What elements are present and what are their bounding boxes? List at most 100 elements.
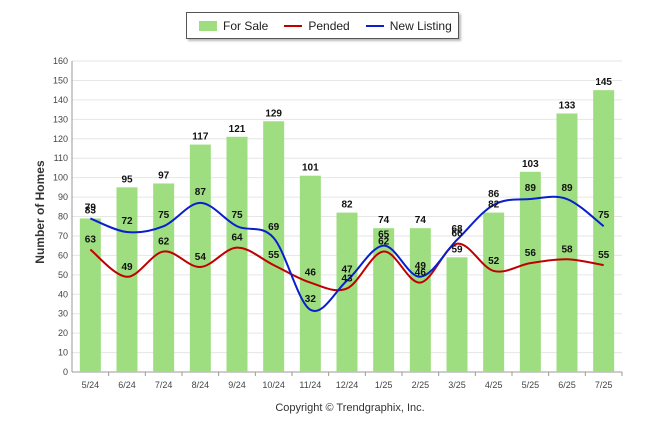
data-label-pended: 63 xyxy=(85,235,97,246)
y-tick-label: 160 xyxy=(53,56,68,66)
data-label-for-sale: 82 xyxy=(341,200,353,211)
data-label-for-sale: 121 xyxy=(229,124,246,135)
data-label-for-sale: 101 xyxy=(302,163,319,174)
bar-for-sale xyxy=(519,171,541,372)
legend-swatch-pended xyxy=(284,24,303,27)
data-label-pended: 49 xyxy=(121,262,133,273)
data-label-pended: 58 xyxy=(561,244,573,255)
x-tick-label: 4/25 xyxy=(485,380,503,390)
legend-label-for-sale: For Sale xyxy=(223,18,269,33)
data-label-new-listing: 75 xyxy=(158,210,170,221)
bar-for-sale xyxy=(153,183,175,372)
data-label-pended: 62 xyxy=(378,236,390,247)
legend-item-for-sale: For Sale xyxy=(199,19,268,33)
y-tick-label: 30 xyxy=(58,309,68,319)
x-tick-label: 8/24 xyxy=(192,380,210,390)
x-tick-label: 7/24 xyxy=(155,380,173,390)
chart-legend: For Sale Pended New Listing xyxy=(186,12,459,39)
data-label-new-listing: 89 xyxy=(561,183,573,194)
bar-for-sale xyxy=(593,90,615,372)
legend-swatch-for-sale xyxy=(199,20,217,31)
data-label-for-sale: 97 xyxy=(158,170,170,181)
bar-for-sale xyxy=(189,144,211,372)
legend-label-new-listing: New Listing xyxy=(389,18,452,33)
x-tick-label: 11/24 xyxy=(299,380,321,390)
y-tick-label: 60 xyxy=(58,250,68,260)
data-label-for-sale: 133 xyxy=(559,100,576,111)
bar-for-sale xyxy=(299,175,321,372)
data-label-pended: 54 xyxy=(195,252,207,263)
data-label-new-listing: 69 xyxy=(268,222,280,233)
y-tick-label: 50 xyxy=(58,270,68,280)
bar-for-sale xyxy=(556,113,578,372)
y-tick-label: 90 xyxy=(58,192,68,202)
data-label-for-sale: 95 xyxy=(121,174,133,185)
data-label-for-sale: 74 xyxy=(415,215,427,226)
bar-for-sale xyxy=(226,136,248,372)
data-label-pended: 56 xyxy=(525,248,537,259)
bar-for-sale xyxy=(373,228,395,372)
y-tick-label: 10 xyxy=(58,348,68,358)
data-label-pended: 66 xyxy=(451,229,463,240)
legend-item-pended: Pended xyxy=(284,19,350,33)
y-tick-label: 80 xyxy=(58,212,68,222)
x-tick-label: 6/25 xyxy=(558,380,576,390)
data-label-for-sale: 117 xyxy=(192,132,209,143)
data-label-pended: 55 xyxy=(598,250,610,261)
bar-for-sale xyxy=(483,212,505,372)
data-label-pended: 64 xyxy=(231,233,243,244)
x-tick-label: 1/25 xyxy=(375,380,393,390)
x-tick-label: 7/25 xyxy=(595,380,613,390)
y-tick-label: 120 xyxy=(53,134,68,144)
bar-for-sale xyxy=(409,228,431,372)
x-tick-label: 2/25 xyxy=(412,380,430,390)
x-tick-label: 10/24 xyxy=(262,380,285,390)
y-tick-label: 0 xyxy=(63,367,68,377)
y-tick-label: 70 xyxy=(58,231,68,241)
data-label-for-sale: 129 xyxy=(265,108,282,119)
x-tick-label: 5/24 xyxy=(82,380,100,390)
x-tick-label: 3/25 xyxy=(448,380,466,390)
data-label-new-listing: 65 xyxy=(378,230,390,241)
bar-for-sale xyxy=(79,218,101,372)
data-label-new-listing: 86 xyxy=(488,189,500,200)
data-label-for-sale: 59 xyxy=(451,244,463,255)
legend-swatch-new-listing xyxy=(365,24,384,27)
line-pended xyxy=(89,242,604,292)
data-label-pended: 46 xyxy=(305,268,317,279)
data-label-pended: 52 xyxy=(488,256,500,267)
y-tick-label: 140 xyxy=(53,95,68,105)
data-label-new-listing: 47 xyxy=(341,265,353,276)
line-new-listing xyxy=(89,195,605,312)
data-label-new-listing: 49 xyxy=(415,261,427,272)
bar-for-sale xyxy=(336,212,358,372)
data-label-new-listing: 87 xyxy=(195,187,207,198)
data-label-new-listing: 68 xyxy=(451,224,463,235)
data-label-pended: 46 xyxy=(415,268,427,279)
y-tick-label: 130 xyxy=(53,114,68,124)
data-label-pended: 62 xyxy=(158,236,170,247)
data-label-new-listing: 72 xyxy=(121,216,133,227)
y-tick-label: 150 xyxy=(53,75,68,85)
data-label-new-listing: 89 xyxy=(525,183,537,194)
y-tick-label: 40 xyxy=(58,289,68,299)
x-tick-label: 9/24 xyxy=(228,380,246,390)
data-label-for-sale: 145 xyxy=(595,77,612,88)
legend-item-new-listing: New Listing xyxy=(365,18,452,33)
y-axis-label: Number of Homes xyxy=(33,160,47,264)
y-tick-label: 20 xyxy=(58,328,68,338)
data-label-new-listing: 75 xyxy=(598,210,610,221)
data-label-for-sale: 83 xyxy=(85,205,97,216)
bar-for-sale xyxy=(116,187,138,372)
data-label-new-listing: 79 xyxy=(85,202,97,213)
x-tick-label: 6/24 xyxy=(118,380,136,390)
data-label-for-sale: 103 xyxy=(522,159,539,170)
data-label-pended: 55 xyxy=(268,250,280,261)
data-label-for-sale: 82 xyxy=(488,200,500,211)
data-label-pended: 43 xyxy=(341,273,353,284)
data-label-new-listing: 75 xyxy=(231,210,243,221)
data-label-new-listing: 32 xyxy=(305,294,317,305)
y-tick-label: 100 xyxy=(53,173,68,183)
data-label-for-sale: 74 xyxy=(378,215,390,226)
